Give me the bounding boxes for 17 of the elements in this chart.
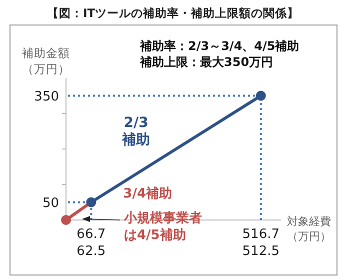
point [256,90,266,101]
x-tick-label: 516.7 [242,227,280,242]
y-tick-label: 350 [34,89,59,104]
y-axis-title: 補助金額（万円） [22,46,70,76]
chart-title: 【図：ITツールの補助率・補助上限額の関係】 [46,6,300,20]
point [86,197,96,208]
x-axis-title: 対象経費（万円） [287,215,331,243]
text: 補助上限：最大350万円 [139,55,274,69]
annotation: 小規模事業者は4/5補助 [123,211,202,243]
text: 512.5 [242,244,280,259]
x-tick-label: 66.7 [76,227,106,242]
point [61,215,71,225]
y-tick-label: 50 [42,196,59,211]
text: 62.5 [76,244,106,259]
text: 3/4補助 [123,185,172,202]
series-label: 2/3補助 [121,115,150,148]
text: 補助率：2/3～3/4、4/5補助 [139,39,300,53]
